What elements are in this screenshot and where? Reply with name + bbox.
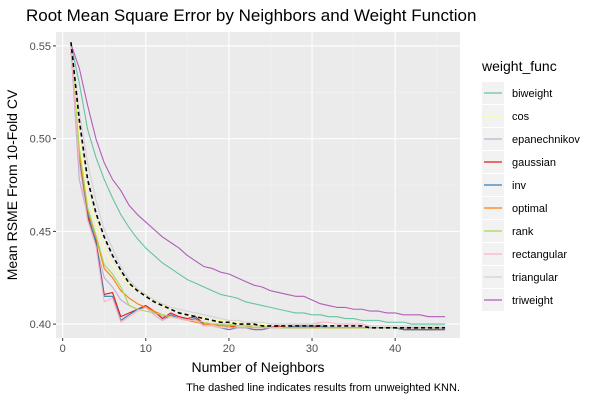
legend-label: inv	[512, 180, 527, 192]
legend-label: triweight	[512, 295, 553, 307]
legend-item-triweight: triweight	[482, 289, 553, 311]
y-axis-ticks: 0.40 0.45 0.50 0.55	[30, 41, 56, 331]
legend-label: biweight	[512, 88, 552, 100]
legend-item-biweight: biweight	[482, 82, 552, 104]
legend-item-cos: cos	[482, 105, 530, 127]
legend-label: triangular	[512, 272, 558, 284]
legend: weight_func biweight cos epanechnikov gauss…	[481, 58, 580, 311]
x-tick-label: 40	[389, 343, 401, 355]
legend-title: weight_func	[481, 58, 557, 74]
chart-title: Root Mean Square Error by Neighbors and …	[26, 6, 476, 25]
series-line-triweight	[70, 43, 446, 318]
x-tick-label: 10	[140, 343, 152, 355]
legend-items: biweight cos epanechnikov gaussian inv optima…	[482, 82, 580, 311]
y-tick-label: 0.55	[30, 41, 51, 53]
legend-item-rank: rank	[482, 220, 534, 242]
legend-item-gaussian: gaussian	[482, 151, 556, 173]
series-line-triangular	[70, 45, 446, 327]
legend-item-optimal: optimal	[482, 197, 547, 219]
legend-label: rectangular	[512, 249, 567, 261]
series-line-biweight	[70, 43, 446, 325]
x-tick-label: 0	[60, 343, 66, 355]
x-tick-label: 20	[223, 343, 235, 355]
minor-gridlines	[56, 32, 460, 338]
legend-label: gaussian	[512, 157, 556, 169]
x-axis-title: Number of Neighbors	[191, 359, 324, 375]
y-axis-title: Mean RSME From 10-Fold CV	[4, 89, 20, 280]
reference-line-layer	[70, 42, 446, 329]
y-tick-label: 0.50	[30, 134, 51, 146]
y-tick-label: 0.40	[30, 319, 51, 331]
unweighted-knn-reference-line	[70, 42, 446, 329]
x-tick-label: 30	[306, 343, 318, 355]
chart-caption: The dashed line indicates results from u…	[186, 382, 460, 394]
legend-label: epanechnikov	[512, 134, 580, 146]
x-axis-ticks: 0 10 20 30 40	[60, 338, 401, 355]
legend-label: cos	[512, 111, 530, 123]
legend-item-inv: inv	[482, 174, 527, 196]
legend-label: optimal	[512, 203, 547, 215]
y-tick-label: 0.45	[30, 226, 51, 238]
legend-item-triangular: triangular	[482, 266, 558, 288]
legend-item-epanechnikov: epanechnikov	[482, 128, 580, 150]
legend-item-rectangular: rectangular	[482, 243, 567, 265]
legend-label: rank	[512, 226, 534, 238]
